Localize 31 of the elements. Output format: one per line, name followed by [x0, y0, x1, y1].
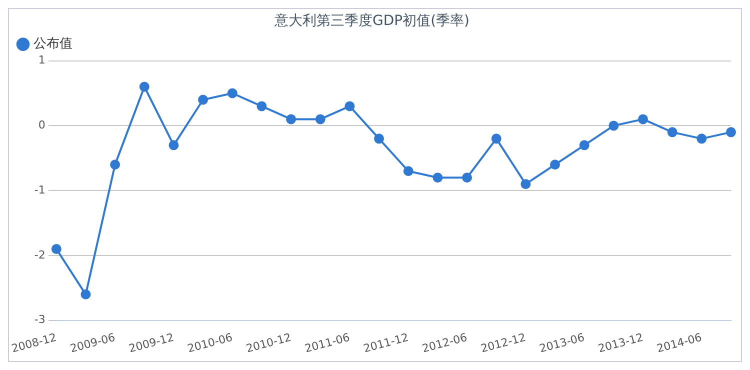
point	[286, 114, 296, 124]
point	[550, 160, 560, 170]
point	[403, 166, 414, 176]
point	[344, 101, 355, 112]
point	[256, 101, 267, 112]
point	[462, 172, 472, 183]
point	[198, 94, 208, 105]
point	[139, 82, 150, 92]
point	[168, 140, 179, 150]
point	[726, 127, 736, 138]
point	[667, 127, 678, 138]
point	[491, 134, 502, 144]
point	[432, 172, 443, 183]
point	[315, 114, 326, 124]
point	[110, 160, 120, 170]
y-tick-label: 1	[38, 54, 46, 67]
point	[520, 179, 531, 190]
point	[51, 244, 62, 254]
point	[374, 134, 384, 144]
point	[638, 114, 648, 124]
point	[696, 134, 707, 144]
y-tick-label: -1	[34, 183, 46, 196]
y-tick-label: 0	[38, 118, 46, 132]
point	[579, 140, 590, 150]
chart-title: 意大利第三季度GDP初值(季率)	[274, 13, 470, 30]
point	[227, 88, 238, 98]
y-tick-label: -2	[34, 248, 46, 262]
legend-label: 公布值	[34, 36, 72, 52]
y-tick-label: -3	[34, 313, 46, 326]
point	[608, 120, 619, 131]
point	[80, 289, 91, 300]
